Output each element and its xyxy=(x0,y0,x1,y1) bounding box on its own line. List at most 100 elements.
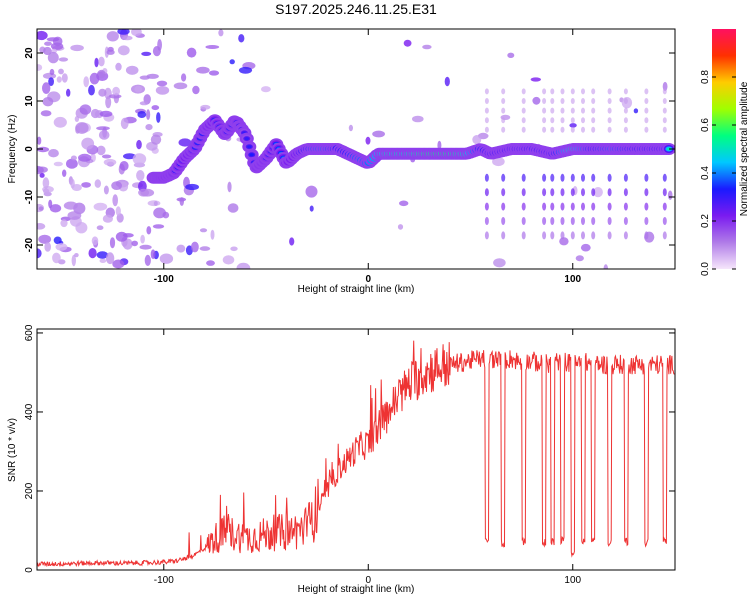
spectrogram-blob xyxy=(98,88,107,97)
spectrogram-blob xyxy=(136,170,145,181)
spectrogram-streak xyxy=(521,231,526,240)
spectrogram-streak xyxy=(570,117,575,124)
spectrogram-streak xyxy=(607,173,612,182)
spectrogram-streak xyxy=(581,231,585,240)
spectrogram-blob xyxy=(125,65,139,75)
spectrogram-blob xyxy=(60,219,68,228)
spectrogram-blob xyxy=(227,203,239,213)
spectrogram-streak xyxy=(501,117,506,124)
spectrogram-blob xyxy=(96,126,110,131)
spectrogram-blob xyxy=(39,172,45,178)
spectrogram-blob xyxy=(144,254,151,266)
spectrogram-streak xyxy=(542,107,547,114)
spectrogram-streak xyxy=(560,217,565,225)
spectrogram-streak xyxy=(542,173,547,182)
spectrogram-streak xyxy=(521,117,526,124)
spectrogram-blob xyxy=(179,197,184,206)
spectrogram-blob xyxy=(305,185,318,198)
spectrogram-streak xyxy=(591,217,596,225)
spectrogram-blob xyxy=(115,62,122,71)
spectrogram-blob xyxy=(580,243,591,252)
spectrogram-streak xyxy=(662,98,667,104)
spectrogram-blob xyxy=(236,262,251,269)
spectrogram-blob xyxy=(49,204,62,213)
spectrogram-streak xyxy=(521,98,526,104)
spectrogram-streak xyxy=(623,173,628,182)
spectrogram-y-label: Frequency (Hz) xyxy=(7,115,18,184)
spectrogram-blob xyxy=(58,57,69,62)
spectrogram-blobs xyxy=(37,29,673,269)
spectrogram-streak xyxy=(521,188,526,197)
spectrogram-streak xyxy=(521,107,526,114)
spectrogram-blob xyxy=(155,86,170,95)
spectrogram-streak xyxy=(484,202,489,211)
spectrogram-blob xyxy=(46,37,60,42)
spectrogram-streak xyxy=(484,231,489,240)
spectrogram-streak xyxy=(662,202,667,211)
spectrogram-blob xyxy=(99,258,107,263)
spectrogram-streak xyxy=(484,173,489,182)
spectrogram-streak xyxy=(501,126,506,133)
spectrogram-blob xyxy=(131,240,138,247)
spectrogram-streak xyxy=(623,231,628,240)
spectrogram-blob xyxy=(111,181,122,191)
spectrogram-blob xyxy=(309,205,314,212)
spectrogram-blob xyxy=(365,136,371,145)
spectrogram-blob xyxy=(140,234,145,244)
spectrogram-blob xyxy=(205,45,220,49)
spectrogram-streak xyxy=(591,126,596,133)
spectrogram-streak xyxy=(581,117,585,124)
spectrogram-streak xyxy=(581,126,585,133)
spectrogram-blob xyxy=(397,224,404,230)
spectrogram-blob xyxy=(208,70,220,76)
spectrogram-blob xyxy=(138,188,150,197)
spectrogram-blob xyxy=(48,77,54,86)
snr-series-line xyxy=(37,340,675,568)
spectrogram-blob xyxy=(49,68,55,76)
spectrogram-blob xyxy=(97,69,106,79)
colorbar-tick-label: 0.4 xyxy=(700,166,711,180)
y-tick-label: 200 xyxy=(24,482,35,499)
spectrogram-streak xyxy=(570,173,575,182)
spectrogram-blob xyxy=(157,39,163,51)
spectrogram-blob xyxy=(178,138,192,147)
spectrogram-streak xyxy=(644,188,649,197)
spectrogram-blob xyxy=(89,72,100,85)
spectrogram-streak xyxy=(521,202,526,211)
spectrogram-streak xyxy=(607,202,612,211)
snr-plot-area xyxy=(37,329,675,570)
spectrogram-blob xyxy=(79,104,92,115)
spectrogram-blob xyxy=(122,238,133,250)
spectrogram-blob xyxy=(44,41,52,46)
spectrogram-streak xyxy=(542,117,547,124)
spectrogram-blob xyxy=(37,136,42,145)
spectrogram-streak xyxy=(560,107,565,114)
x-tick-label: 0 xyxy=(365,274,371,285)
spectrogram-blob xyxy=(145,124,153,131)
spectrogram-streak xyxy=(623,126,628,133)
spectrogram-streak xyxy=(662,88,667,95)
spectrogram-blob xyxy=(112,259,125,269)
spectrogram-blob xyxy=(156,80,168,87)
spectrogram-streak xyxy=(484,126,489,133)
snr-x-label: Height of straight line (km) xyxy=(298,584,415,595)
colorbar-tick-label: 0.6 xyxy=(700,118,711,132)
spectrogram-blob xyxy=(52,252,61,264)
spectrogram-streak xyxy=(581,98,585,104)
spectrogram-blob xyxy=(162,211,170,219)
spectrogram-blob xyxy=(120,117,129,130)
spectrogram-blob xyxy=(176,244,186,253)
spectrogram-streak xyxy=(591,117,596,124)
spectrogram-blob xyxy=(37,248,42,259)
spectrogram-streak xyxy=(484,188,489,197)
spectrogram-streak xyxy=(570,107,575,114)
spectrogram-streak xyxy=(560,98,565,104)
spectrogram-blob xyxy=(115,231,128,242)
spectrogram-streak xyxy=(644,173,649,182)
spectrogram-blob xyxy=(399,200,409,207)
spectrogram-blob xyxy=(139,75,151,80)
spectrogram-streak xyxy=(581,217,585,225)
y-tick-label: -20 xyxy=(24,237,35,252)
spectrogram-streak xyxy=(662,173,667,182)
